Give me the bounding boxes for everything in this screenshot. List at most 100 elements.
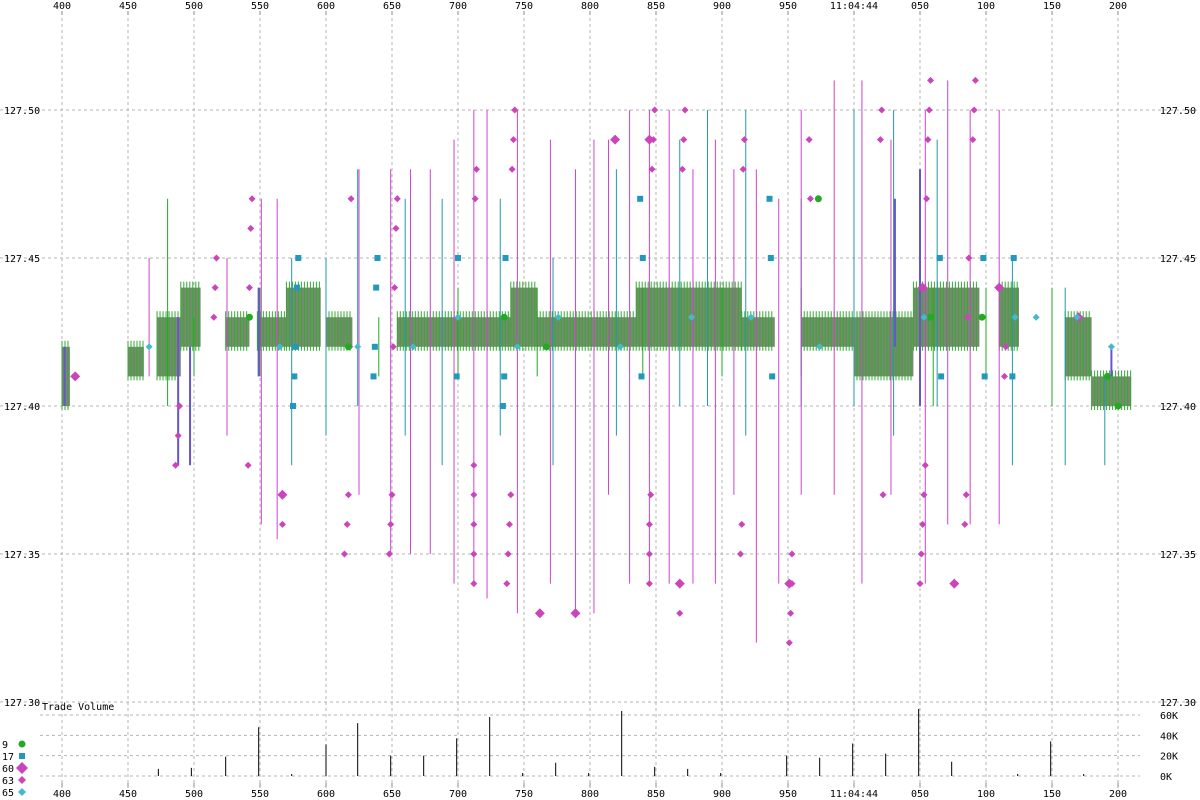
x-tick-label-top: 650 — [383, 1, 401, 12]
marker-9 — [500, 313, 508, 321]
marker-63 — [344, 491, 352, 499]
y-tick-label-right: 127.45 — [1160, 254, 1196, 265]
marker-63 — [645, 520, 653, 528]
marker-63 — [210, 313, 218, 321]
marker-65 — [688, 313, 696, 321]
marker-65 — [354, 343, 362, 351]
x-tick-label-bottom: 800 — [581, 789, 599, 800]
legend-marker-diamond — [18, 776, 26, 784]
x-tick-label-top: 550 — [251, 1, 269, 12]
marker-65 — [409, 343, 417, 351]
x-tick-label-top: 050 — [911, 1, 929, 12]
marker-63 — [648, 165, 656, 173]
legend-label: 65 — [2, 788, 14, 799]
marker-63 — [788, 550, 796, 558]
x-tick-label-top: 850 — [647, 1, 665, 12]
x-tick-label-bottom: 950 — [779, 789, 797, 800]
marker-63 — [736, 550, 744, 558]
marker-63 — [248, 195, 256, 203]
x-tick-label-top: 950 — [779, 1, 797, 12]
marker-63 — [805, 136, 813, 144]
marker-63 — [508, 165, 516, 173]
x-tick-label-bottom: 550 — [251, 789, 269, 800]
legend-label: 60 — [2, 764, 14, 775]
plot-area — [61, 76, 1132, 647]
x-tick-label-bottom: 100 — [977, 789, 995, 800]
legend-label: 63 — [2, 776, 14, 787]
price-band — [537, 317, 637, 347]
marker-63 — [175, 402, 183, 410]
marker-63 — [876, 136, 884, 144]
marker-9 — [978, 313, 986, 321]
marker-17 — [637, 195, 644, 202]
marker-63 — [647, 491, 655, 499]
marker-63 — [504, 550, 512, 558]
marker-63 — [511, 106, 519, 114]
marker-63 — [927, 76, 935, 84]
marker-63 — [387, 520, 395, 528]
marker-60 — [949, 578, 960, 589]
marker-17 — [639, 255, 646, 261]
marker-17 — [291, 373, 298, 380]
marker-17 — [769, 373, 776, 380]
x-tick-label-top: 400 — [53, 1, 71, 12]
marker-60 — [644, 134, 655, 145]
y-tick-label-left: 127.30 — [4, 698, 40, 709]
marker-17 — [292, 343, 299, 350]
marker-17 — [293, 284, 300, 291]
x-tick-label-top: 600 — [317, 1, 335, 12]
marker-65 — [1011, 313, 1019, 321]
marker-60 — [610, 134, 621, 145]
marker-63 — [681, 106, 689, 114]
marker-63 — [806, 195, 814, 203]
x-tick-label-bottom: 650 — [383, 789, 401, 800]
marker-63 — [509, 136, 517, 144]
marker-63 — [925, 106, 933, 114]
volume-tick-label: 40K — [1160, 731, 1178, 742]
x-tick-label-top: 900 — [713, 1, 731, 12]
marker-65 — [1107, 343, 1115, 351]
marker-65 — [616, 343, 624, 351]
x-tick-label-top: 750 — [515, 1, 533, 12]
marker-63 — [247, 224, 255, 232]
marker-17 — [981, 373, 988, 380]
marker-63 — [1000, 372, 1008, 380]
legend-marker-diamond — [18, 788, 26, 796]
marker-17 — [502, 255, 509, 261]
legend-marker-circle — [18, 740, 26, 748]
marker-17 — [370, 373, 377, 380]
marker-65 — [554, 313, 562, 321]
marker-63 — [507, 491, 515, 499]
marker-9 — [245, 313, 253, 321]
price-band — [128, 346, 144, 377]
marker-63 — [678, 165, 686, 173]
marker-63 — [919, 520, 927, 528]
marker-17 — [295, 255, 302, 261]
marker-65 — [1032, 313, 1040, 321]
marker-65 — [513, 343, 521, 351]
x-tick-label-bottom: 900 — [713, 789, 731, 800]
marker-63 — [471, 195, 479, 203]
x-tick-label-top: 200 — [1109, 1, 1127, 12]
price-band — [1065, 317, 1092, 377]
marker-63 — [172, 461, 180, 469]
x-tick-label-bottom: 700 — [449, 789, 467, 800]
x-tick-label-top: 450 — [119, 1, 137, 12]
x-tick-label-bottom: 450 — [119, 789, 137, 800]
marker-63 — [971, 76, 979, 84]
x-tick-label-bottom: 050 — [911, 789, 929, 800]
x-tick-label-top: 11:04:44 — [830, 1, 878, 12]
x-tick-label-bottom: 11:04:44 — [830, 789, 878, 800]
marker-63 — [470, 580, 478, 588]
marker-65 — [145, 343, 153, 351]
marker-63 — [340, 550, 348, 558]
marker-63 — [738, 520, 746, 528]
marker-65 — [816, 343, 824, 351]
marker-63 — [965, 254, 973, 262]
price-band — [510, 287, 538, 347]
marker-17 — [371, 343, 378, 350]
marker-17 — [453, 373, 460, 380]
marker-9 — [344, 343, 352, 351]
x-axis-top: 400 450 500 550 600 650 700 750 800 850 900 950 11:0… — [53, 1, 1127, 15]
marker-17 — [455, 255, 461, 261]
